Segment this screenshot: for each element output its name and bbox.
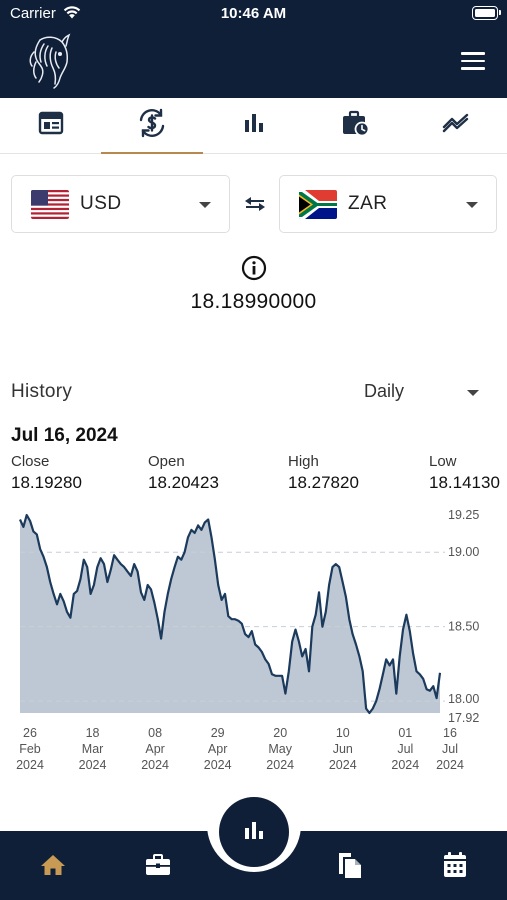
wifi-icon — [62, 4, 82, 25]
x-tick-label: Mar — [82, 742, 104, 756]
stat-label: Open — [148, 453, 185, 470]
x-tick-label: Feb — [19, 742, 41, 756]
x-tick-label: 08 — [148, 726, 162, 740]
history-heading: History — [11, 381, 73, 402]
info-icon[interactable] — [241, 255, 267, 281]
period-dropdown[interactable]: Daily — [364, 378, 484, 408]
documents-icon — [337, 850, 363, 885]
x-tick-label: 2024 — [141, 758, 169, 772]
home-icon — [40, 853, 66, 882]
x-tick-label: 2024 — [204, 758, 232, 772]
stat-value: 18.19280 — [11, 473, 82, 492]
x-tick-label: Jun — [333, 742, 353, 756]
stat-low: Low 18.14130 — [429, 453, 500, 493]
hamburger-menu-icon[interactable] — [461, 52, 485, 72]
history-chart[interactable]: 19.25 19.00 18.50 18.00 17.92 26 Feb 2024 18 Mar 2… — [0, 505, 507, 780]
x-tick-label: 2024 — [329, 758, 357, 772]
stat-open: Open 18.20423 — [148, 453, 219, 493]
tab-currency-exchange[interactable] — [101, 98, 204, 154]
x-tick-label: 20 — [273, 726, 287, 740]
briefcase-icon — [145, 853, 171, 882]
bar-chart-icon — [242, 112, 266, 139]
calendar-icon — [442, 851, 468, 884]
swap-arrows-icon[interactable] — [241, 190, 269, 218]
x-tick-label: 2024 — [436, 758, 464, 772]
currency-exchange-icon — [137, 108, 167, 143]
stat-value: 18.20423 — [148, 473, 219, 492]
x-tick-label: 2024 — [391, 758, 419, 772]
nav-portfolio[interactable] — [142, 851, 174, 883]
clock-label: 10:46 AM — [220, 5, 287, 22]
stat-value: 18.14130 — [429, 473, 500, 492]
x-tick-label: 2024 — [16, 758, 44, 772]
y-tick-label: 19.25 — [448, 508, 479, 522]
tab-portfolio[interactable] — [304, 98, 405, 153]
tab-trends[interactable] — [406, 98, 507, 153]
y-tick-label: 18.00 — [448, 692, 479, 706]
za-flag-icon — [299, 189, 337, 219]
stat-label: High — [288, 453, 319, 470]
nav-calendar[interactable] — [439, 851, 471, 883]
from-currency-select[interactable]: USD — [11, 175, 230, 233]
x-tick-label: Jul — [397, 742, 413, 756]
stat-label: Low — [429, 453, 457, 470]
y-tick-label: 19.00 — [448, 545, 479, 559]
trending-icon — [442, 113, 470, 138]
x-tick-label: 10 — [336, 726, 350, 740]
x-tick-label: 01 — [398, 726, 412, 740]
nav-documents[interactable] — [334, 851, 366, 883]
x-tick-label: 2024 — [266, 758, 294, 772]
status-bar: Carrier 10:46 AM — [0, 0, 507, 28]
stat-high: High 18.27820 — [288, 453, 359, 493]
center-chart-button[interactable] — [219, 797, 289, 867]
nav-home[interactable] — [37, 851, 69, 883]
exchange-rate-value: 18.18990000 — [190, 290, 317, 313]
x-tick-label: 16 — [443, 726, 457, 740]
tab-news[interactable] — [0, 98, 101, 153]
battery-icon — [472, 6, 501, 20]
x-tick-label: Apr — [208, 742, 227, 756]
horse-head-logo[interactable] — [26, 32, 74, 92]
chart-line — [19, 513, 442, 715]
x-tick-label: Apr — [145, 742, 164, 756]
carrier-label: Carrier — [10, 5, 56, 22]
x-tick-label: 26 — [23, 726, 37, 740]
tab-bar — [0, 98, 507, 154]
chevron-down-icon — [199, 202, 211, 208]
x-tick-label: 18 — [86, 726, 100, 740]
tab-charts[interactable] — [203, 98, 304, 153]
x-tick-label: 29 — [211, 726, 225, 740]
chevron-down-icon — [467, 390, 479, 396]
x-tick-label: Jul — [442, 742, 458, 756]
briefcase-clock-icon — [340, 109, 370, 142]
to-currency-select[interactable]: ZAR — [279, 175, 497, 233]
app-header — [0, 28, 507, 98]
stat-label: Close — [11, 453, 50, 470]
stat-close: Close 18.19280 — [11, 453, 82, 493]
y-tick-label: 18.50 — [448, 620, 479, 634]
x-tick-label: 2024 — [79, 758, 107, 772]
period-value: Daily — [364, 381, 405, 401]
selected-date: Jul 16, 2024 — [11, 425, 118, 446]
chart-area — [20, 515, 440, 713]
chevron-down-icon — [466, 202, 478, 208]
to-currency-code: ZAR — [348, 193, 388, 214]
us-flag-icon — [31, 189, 69, 219]
x-tick-label: May — [268, 742, 292, 756]
stat-value: 18.27820 — [288, 473, 359, 492]
from-currency-code: USD — [80, 193, 122, 214]
bar-chart-icon — [242, 819, 266, 846]
newspaper-icon — [38, 111, 64, 140]
y-tick-label: 17.92 — [448, 711, 479, 725]
